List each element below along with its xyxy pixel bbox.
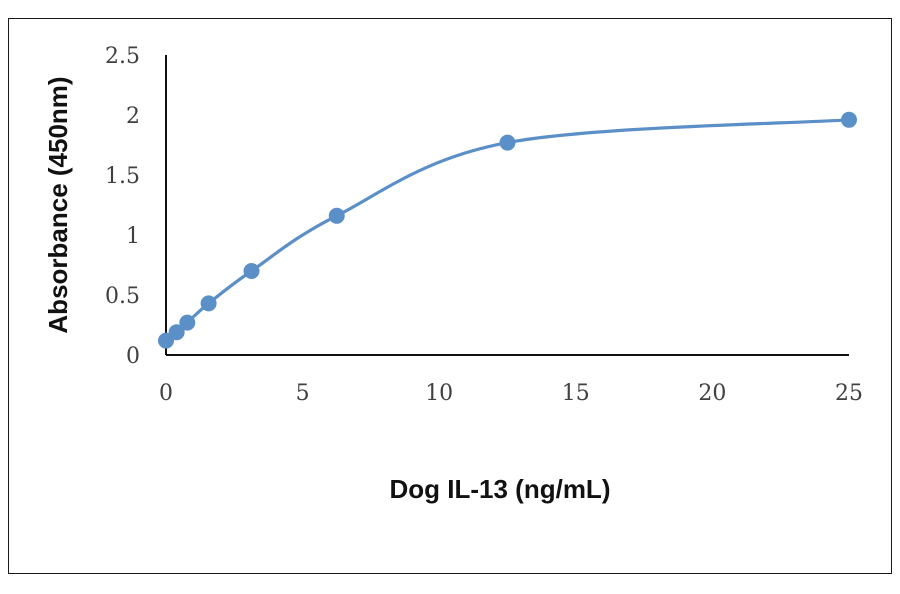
x-tick-label: 20 [698, 381, 726, 406]
data-point [179, 314, 196, 331]
data-point [499, 134, 516, 151]
y-tick-label: 1 [126, 224, 140, 249]
data-point [328, 207, 345, 224]
x-tick-label: 15 [562, 381, 590, 406]
series-line [164, 118, 851, 343]
data-points [158, 111, 857, 349]
y-tick-labels: 0 0.5 1 1.5 2 2.5 [105, 44, 140, 369]
x-tick-label: 0 [159, 381, 173, 406]
x-tick-label: 25 [835, 381, 863, 406]
y-tick-label: 1.5 [105, 164, 140, 189]
x-tick-label: 5 [296, 381, 310, 406]
y-tick-label: 0.5 [105, 284, 140, 309]
x-axis-title: Dog IL-13 (ng/mL) [390, 474, 611, 504]
x-tick-labels: 0 5 10 15 20 25 [159, 381, 863, 406]
chart-frame [8, 18, 892, 574]
data-point [841, 111, 857, 128]
y-axis-title: Absorbance (450nm) [43, 76, 73, 333]
y-tick-label: 2 [126, 104, 140, 129]
data-point [243, 263, 260, 279]
y-tick-label: 2.5 [105, 44, 140, 69]
data-point [168, 324, 185, 341]
data-point [200, 295, 217, 312]
x-tick-label: 10 [425, 381, 453, 406]
y-tick-label: 0 [126, 344, 140, 369]
